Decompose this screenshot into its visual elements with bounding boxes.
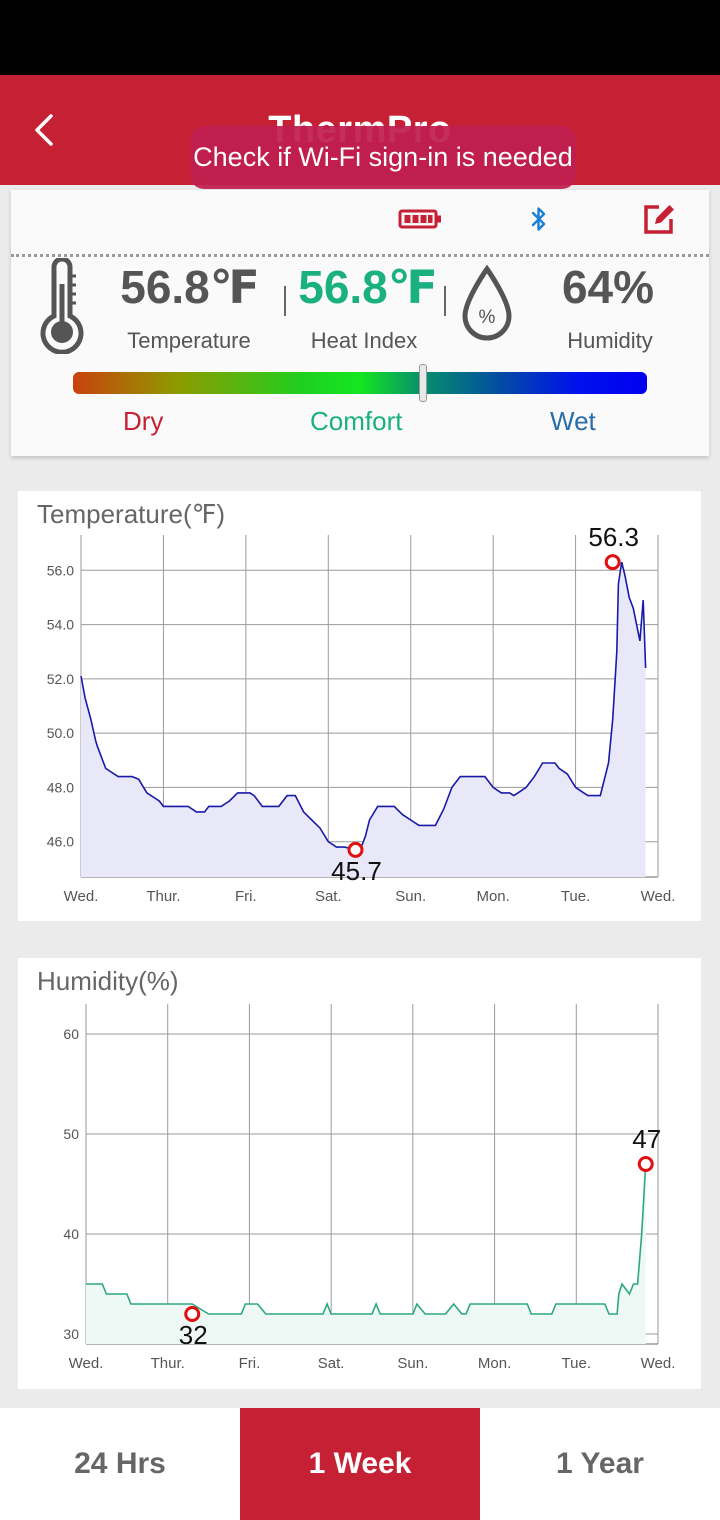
y-tick-label: 56.0 [47, 562, 74, 578]
temperature-value: 56.8℉ [120, 261, 260, 313]
y-tick-label: 40 [63, 1226, 79, 1242]
extreme-marker [347, 841, 364, 858]
extreme-marker [637, 1156, 654, 1172]
comfort-scale-bar [73, 372, 647, 394]
dry-label: Dry [123, 406, 164, 436]
separator [444, 286, 446, 316]
comfort-label: Comfort [310, 406, 403, 436]
x-tick-label: Thur. [151, 1355, 185, 1372]
battery-button[interactable] [397, 196, 443, 242]
x-tick-label: Wed. [69, 1355, 104, 1372]
y-tick-label: 50.0 [47, 725, 74, 741]
extreme-label: 56.3 [588, 522, 639, 552]
humidity-chart: 30 40 50 60 Wed. Thur. Fri. Sat. Sun. Mon. Tue. Wed… [63, 1004, 676, 1372]
extreme-label: 32 [179, 1320, 208, 1350]
chevron-left-icon [35, 114, 53, 146]
series-line [80, 561, 647, 851]
bluetooth-icon [531, 207, 546, 231]
thermometer-icon [40, 258, 84, 354]
x-tick-label: Wed. [641, 1355, 676, 1372]
y-tick-label: 48.0 [47, 779, 74, 795]
humidity-value: 64% [561, 261, 655, 313]
temperature-chart-title: Temperature(℉) [37, 499, 226, 529]
heat-index-value: 56.8℉ [298, 261, 438, 313]
x-tick-label: Sat. [315, 888, 342, 905]
x-tick-label: Wed. [641, 888, 676, 905]
humidity-chart-card: 30 40 50 60 Wed. Thur. Fri. Sat. Sun. Mon. Tue. Wed… [18, 958, 701, 1389]
range-tab-bar: 24 Hrs 1 Week 1 Year [0, 1408, 720, 1520]
y-tick-label: 52.0 [47, 671, 74, 687]
x-tick-label: Mon. [476, 888, 509, 905]
y-tick-label: 46.0 [47, 834, 74, 850]
x-tick-label: Wed. [64, 888, 99, 905]
y-tick-label: 50 [63, 1126, 79, 1142]
edit-icon [644, 205, 674, 234]
series-line [86, 1163, 647, 1315]
humidity-chart-title: Humidity(%) [37, 966, 179, 996]
x-tick-label: Mon. [478, 1355, 511, 1372]
separator [284, 286, 286, 316]
extreme-marker [184, 1306, 201, 1322]
tab-1-week[interactable]: 1 Week [240, 1408, 480, 1520]
comfort-scale-marker [419, 364, 428, 402]
x-tick-label: Thur. [146, 888, 180, 905]
extreme-marker [604, 554, 621, 571]
x-tick-label: Sun. [397, 1355, 428, 1372]
back-button[interactable] [22, 105, 66, 155]
humidity-drop-icon: % [462, 264, 512, 341]
status-bar [0, 0, 720, 75]
x-tick-label: Tue. [562, 1355, 591, 1372]
x-tick-label: Sun. [395, 888, 426, 905]
x-tick-label: Sat. [318, 1355, 345, 1372]
heat-index-label: Heat Index [310, 328, 418, 353]
bluetooth-button[interactable] [525, 196, 553, 242]
extreme-label: 45.7 [331, 856, 382, 886]
svg-text:%: % [479, 307, 496, 328]
x-tick-label: Fri. [239, 1355, 261, 1372]
readings-panel: 56.8℉ Temperature 56.8℉ Heat Index % 64%… [11, 190, 709, 456]
tab-24-hrs[interactable]: 24 Hrs [74, 1447, 166, 1480]
wet-label: Wet [550, 406, 596, 436]
wifi-toast: Check if Wi-Fi sign-in is needed [190, 126, 576, 189]
x-tick-label: Fri. [235, 888, 257, 905]
temperature-chart: 46.0 48.0 50.0 52.0 54.0 56.0 Wed. Thur. Fri. Sat… [47, 522, 676, 905]
y-tick-label: 30 [63, 1326, 79, 1342]
series-area [86, 1164, 646, 1344]
tab-1-year[interactable]: 1 Year [556, 1447, 644, 1480]
temperature-label: Temperature [127, 328, 251, 353]
y-tick-label: 60 [63, 1026, 79, 1042]
series-area [81, 562, 646, 877]
panel-divider [11, 254, 709, 257]
edit-button[interactable] [639, 196, 679, 242]
temperature-chart-card: 46.0 48.0 50.0 52.0 54.0 56.0 Wed. Thur. Fri. Sat… [18, 491, 701, 921]
y-tick-label: 54.0 [47, 617, 74, 633]
extreme-label: 47 [632, 1124, 661, 1154]
humidity-label: Humidity [567, 328, 653, 353]
x-tick-label: Tue. [561, 888, 590, 905]
battery-icon [398, 209, 441, 229]
